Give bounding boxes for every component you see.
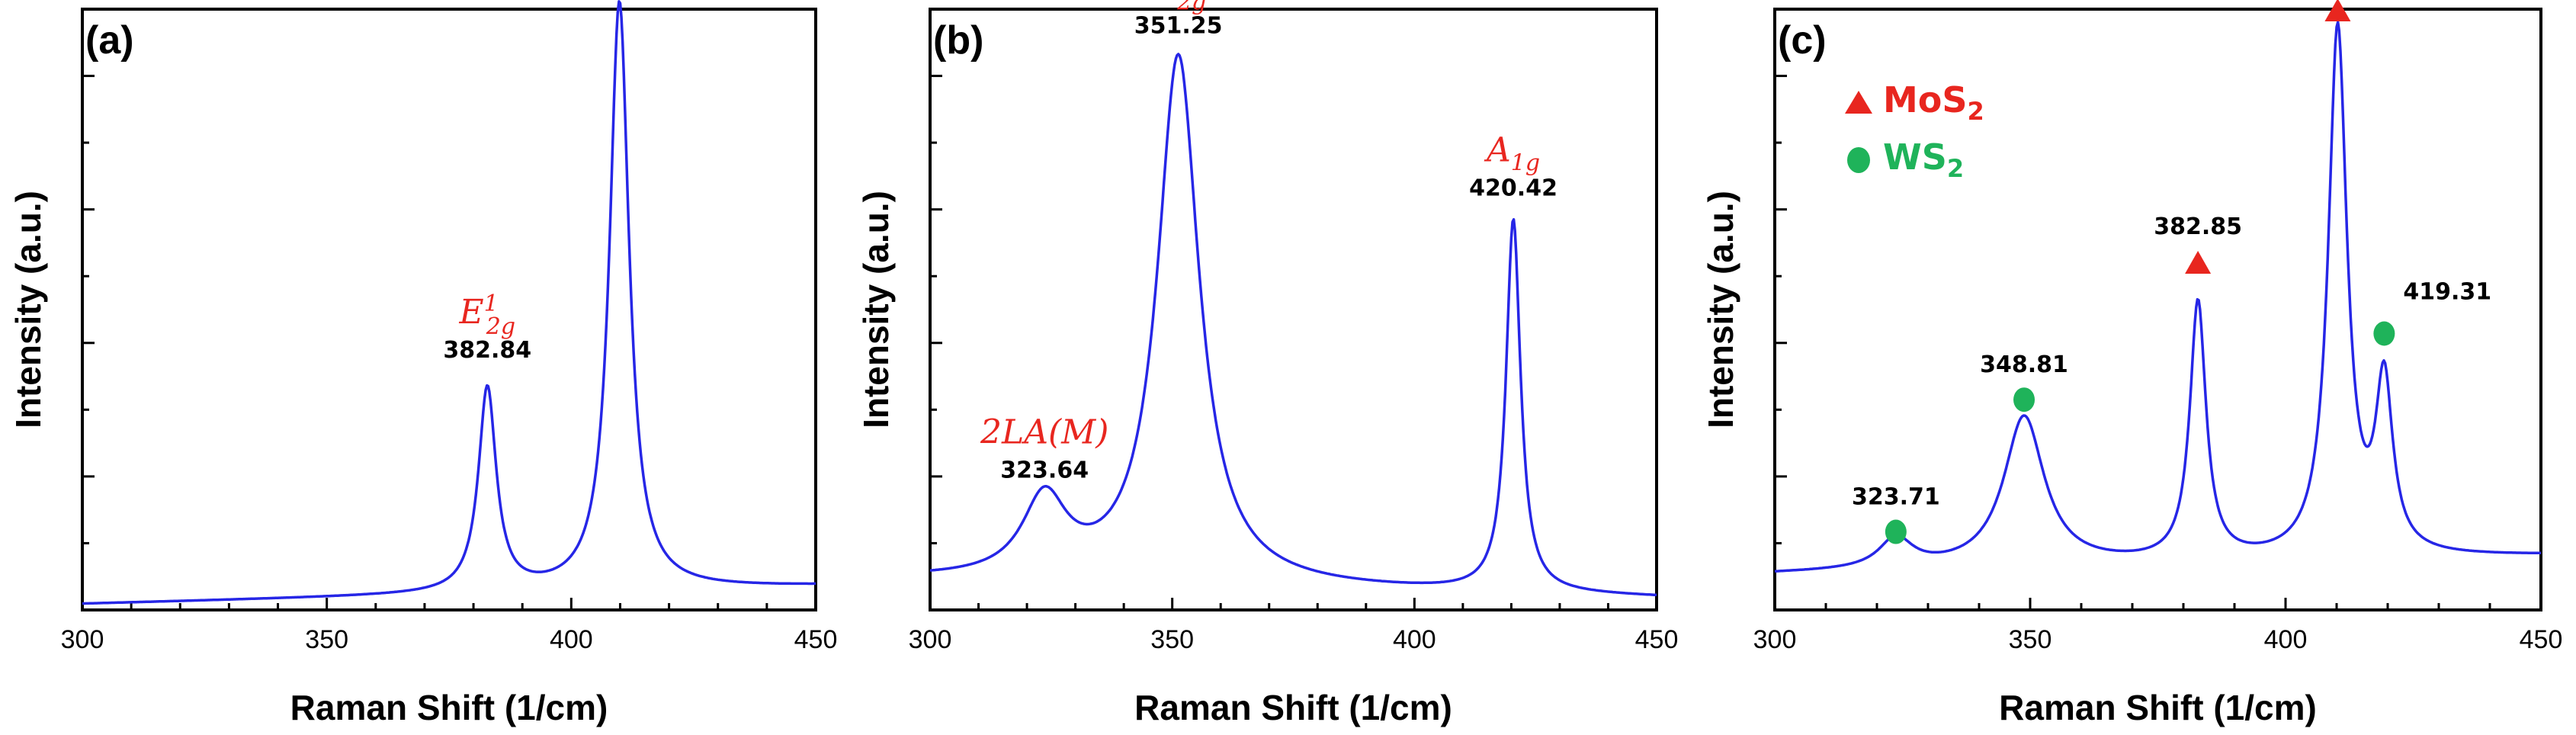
panel-label: (b)	[933, 18, 983, 63]
panel-label: (a)	[85, 18, 134, 63]
y-axis-label: Intensity (a.u.)	[1701, 191, 1740, 428]
legend-entry: MoS2	[1883, 79, 1984, 126]
legend-triangle-marker	[1845, 91, 1872, 114]
x-axis-label: Raman Shift (1/cm)	[290, 688, 608, 727]
x-tick-label: 300	[909, 625, 952, 654]
x-tick-label: 400	[1393, 625, 1436, 654]
peak-circle-marker	[2013, 387, 2035, 412]
x-tick-label: 400	[550, 625, 593, 654]
peak-value: 382.85	[2154, 213, 2242, 240]
peak-circle-marker	[1885, 519, 1907, 544]
y-axis-label: Intensity (a.u.)	[8, 191, 48, 428]
legend-circle-marker	[1847, 147, 1870, 173]
x-tick-label: 450	[1635, 625, 1679, 654]
plot-frame	[81, 8, 817, 611]
peak-triangle-marker	[2185, 250, 2212, 274]
panel-b: 300 350 400 450 Raman Shift (1/cm) Intensity …	[856, 0, 1678, 727]
peak-value: 323.71	[1852, 484, 1940, 511]
peak-value: 348.81	[1980, 351, 2068, 378]
x-tick-label: 300	[1753, 625, 1797, 654]
panel-c: 300 350 400 450 Raman Shift (1/cm) Intensity …	[1701, 0, 2562, 727]
panel-a: 300 350 400 450 Raman Shift (1/cm) Intensity …	[8, 0, 837, 727]
peak-value: 419.31	[2403, 279, 2491, 306]
legend-entry: WS2	[1883, 136, 1964, 183]
x-tick-label: 350	[1150, 625, 1194, 654]
x-tick-label: 300	[61, 625, 104, 654]
peak-value: 420.42	[1469, 175, 1557, 201]
peak-circle-marker	[2373, 321, 2395, 346]
spectrum-line	[929, 53, 1657, 597]
x-tick-label: 400	[2264, 625, 2308, 654]
x-tick-label: 350	[2009, 625, 2052, 654]
plot-frame	[929, 8, 1658, 611]
peak-value: 351.25	[1134, 13, 1223, 40]
x-tick-label: 450	[794, 625, 838, 654]
y-axis-label: Intensity (a.u.)	[856, 191, 896, 428]
plot-frame	[1773, 8, 2542, 611]
x-axis-label: Raman Shift (1/cm)	[1999, 688, 2317, 727]
x-tick-label: 450	[2520, 625, 2563, 654]
spectrum-line	[82, 0, 816, 605]
x-axis-label: Raman Shift (1/cm)	[1134, 688, 1452, 727]
peak-value: 323.64	[1000, 457, 1089, 484]
x-tick-label: 350	[305, 625, 348, 654]
peak-name: 2LA(M)	[980, 413, 1108, 452]
peak-triangle-marker	[2324, 0, 2351, 21]
panel-label: (c)	[1778, 18, 1827, 63]
peak-value: 382.84	[443, 337, 531, 364]
peak-name: A1g	[1484, 130, 1540, 176]
